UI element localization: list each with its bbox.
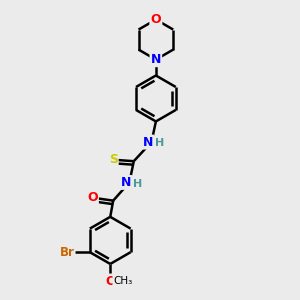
Text: O: O [151,13,161,26]
Text: N: N [151,53,161,66]
Text: O: O [87,191,98,204]
Text: N: N [121,176,131,189]
Text: Br: Br [60,246,75,259]
Text: H: H [155,138,164,148]
Text: O: O [105,274,116,287]
Text: O: O [151,13,161,26]
Text: CH₃: CH₃ [113,276,132,286]
Text: H: H [133,178,142,189]
Text: S: S [109,153,118,166]
Text: N: N [143,136,153,148]
Text: N: N [151,53,161,66]
